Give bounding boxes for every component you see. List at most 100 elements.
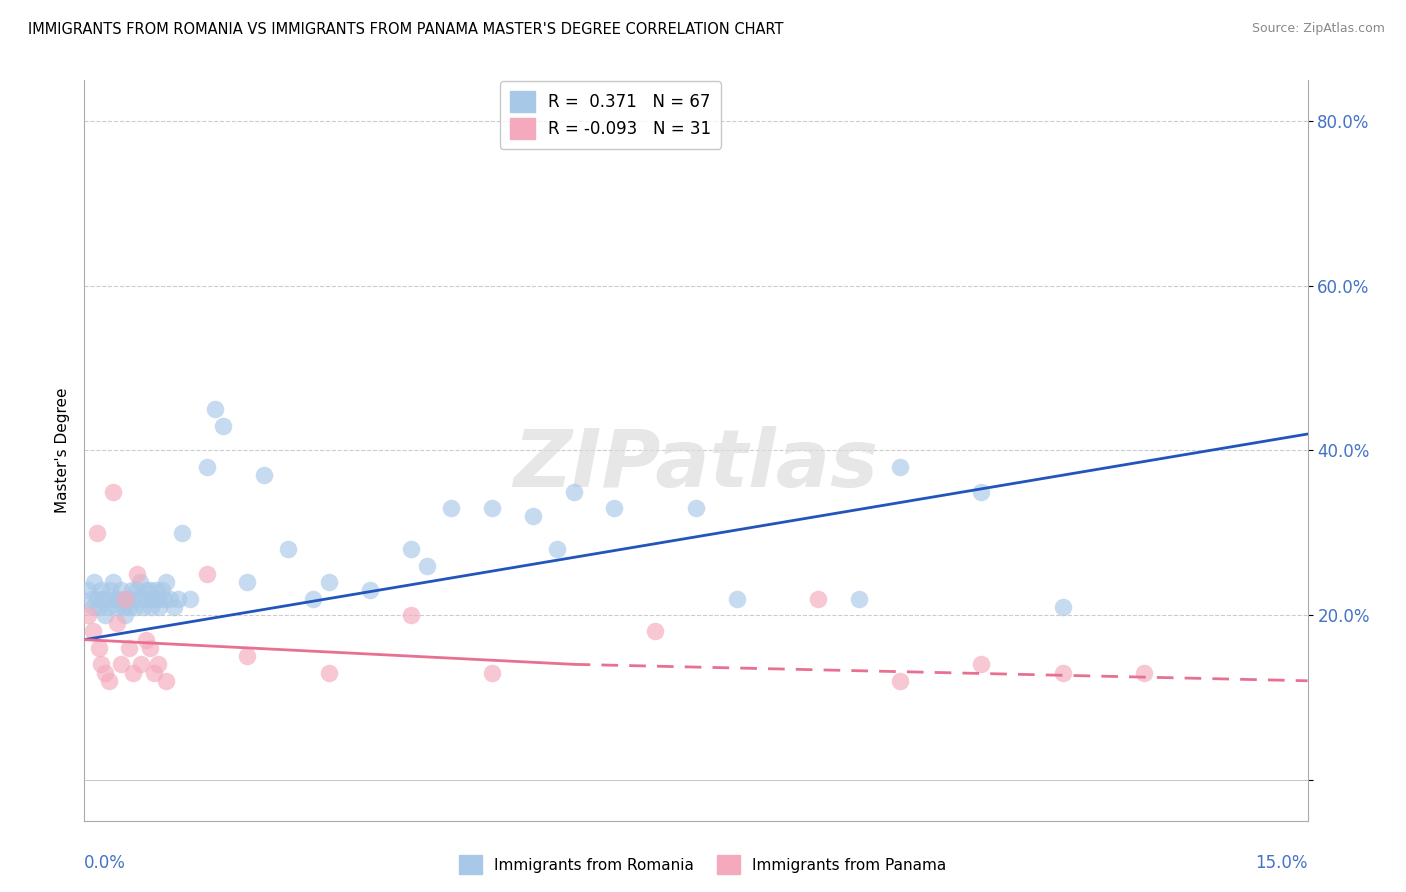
Point — [138, 583, 160, 598]
Point — [236, 649, 259, 664]
Point — [142, 665, 165, 680]
Point — [77, 607, 100, 622]
Point — [212, 418, 235, 433]
Point — [399, 542, 422, 557]
Point — [481, 665, 503, 680]
Point — [127, 566, 149, 581]
Point — [107, 591, 129, 606]
Legend: Immigrants from Romania, Immigrants from Panama: Immigrants from Romania, Immigrants from… — [453, 849, 953, 880]
Point — [93, 665, 115, 680]
Y-axis label: Master's Degree: Master's Degree — [55, 388, 70, 513]
Point — [277, 542, 299, 557]
Point — [96, 591, 118, 606]
Point — [546, 542, 568, 557]
Point — [90, 583, 112, 598]
Point — [195, 459, 218, 474]
Point — [100, 583, 122, 598]
Text: IMMIGRANTS FROM ROMANIA VS IMMIGRANTS FROM PANAMA MASTER'S DEGREE CORRELATION CH: IMMIGRANTS FROM ROMANIA VS IMMIGRANTS FR… — [28, 22, 783, 37]
Point — [110, 657, 132, 672]
Point — [80, 591, 103, 606]
Point — [204, 402, 226, 417]
Point — [150, 583, 173, 598]
Point — [118, 599, 141, 614]
Point — [82, 624, 104, 639]
Point — [159, 591, 181, 606]
Point — [644, 624, 666, 639]
Point — [86, 591, 108, 606]
Point — [97, 673, 120, 688]
Point — [97, 599, 120, 614]
Point — [889, 673, 911, 688]
Point — [318, 575, 340, 590]
Point — [132, 599, 155, 614]
Point — [131, 591, 153, 606]
Point — [135, 632, 157, 647]
Point — [82, 599, 104, 614]
Point — [104, 591, 127, 606]
Point — [416, 558, 439, 573]
Point — [725, 591, 748, 606]
Point — [236, 575, 259, 590]
Point — [114, 591, 136, 606]
Point — [87, 640, 110, 655]
Point — [101, 484, 124, 499]
Point — [603, 501, 626, 516]
Text: Source: ZipAtlas.com: Source: ZipAtlas.com — [1251, 22, 1385, 36]
Point — [141, 599, 163, 614]
Point — [105, 616, 128, 631]
Point — [105, 599, 128, 614]
Point — [124, 599, 146, 614]
Point — [145, 583, 167, 598]
Point — [970, 484, 993, 499]
Point — [155, 673, 177, 688]
Legend: R =  0.371   N = 67, R = -0.093   N = 31: R = 0.371 N = 67, R = -0.093 N = 31 — [499, 81, 721, 149]
Point — [122, 591, 145, 606]
Point — [110, 583, 132, 598]
Point — [146, 591, 169, 606]
Point — [142, 591, 165, 606]
Point — [118, 640, 141, 655]
Point — [179, 591, 201, 606]
Point — [121, 583, 143, 598]
Point — [131, 657, 153, 672]
Point — [1133, 665, 1156, 680]
Point — [440, 501, 463, 516]
Point — [77, 583, 100, 598]
Point — [135, 583, 157, 598]
Point — [301, 591, 323, 606]
Point — [90, 657, 112, 672]
Point — [167, 591, 190, 606]
Point — [114, 607, 136, 622]
Point — [481, 501, 503, 516]
Point — [195, 566, 218, 581]
Point — [87, 599, 110, 614]
Text: ZIPatlas: ZIPatlas — [513, 426, 879, 504]
Point — [128, 575, 150, 590]
Point — [562, 484, 585, 499]
Point — [970, 657, 993, 672]
Point — [318, 665, 340, 680]
Point — [101, 575, 124, 590]
Point — [359, 583, 381, 598]
Point — [172, 525, 194, 540]
Point — [155, 575, 177, 590]
Point — [1052, 665, 1074, 680]
Point — [685, 501, 707, 516]
Point — [153, 591, 176, 606]
Text: 15.0%: 15.0% — [1256, 854, 1308, 871]
Point — [93, 607, 115, 622]
Text: 0.0%: 0.0% — [84, 854, 127, 871]
Point — [115, 591, 138, 606]
Point — [127, 583, 149, 598]
Point — [91, 591, 114, 606]
Point — [136, 591, 159, 606]
Point — [399, 607, 422, 622]
Point — [83, 575, 105, 590]
Point — [889, 459, 911, 474]
Point — [1052, 599, 1074, 614]
Point — [148, 599, 170, 614]
Point — [112, 599, 135, 614]
Point — [807, 591, 830, 606]
Point — [253, 468, 276, 483]
Point — [163, 599, 186, 614]
